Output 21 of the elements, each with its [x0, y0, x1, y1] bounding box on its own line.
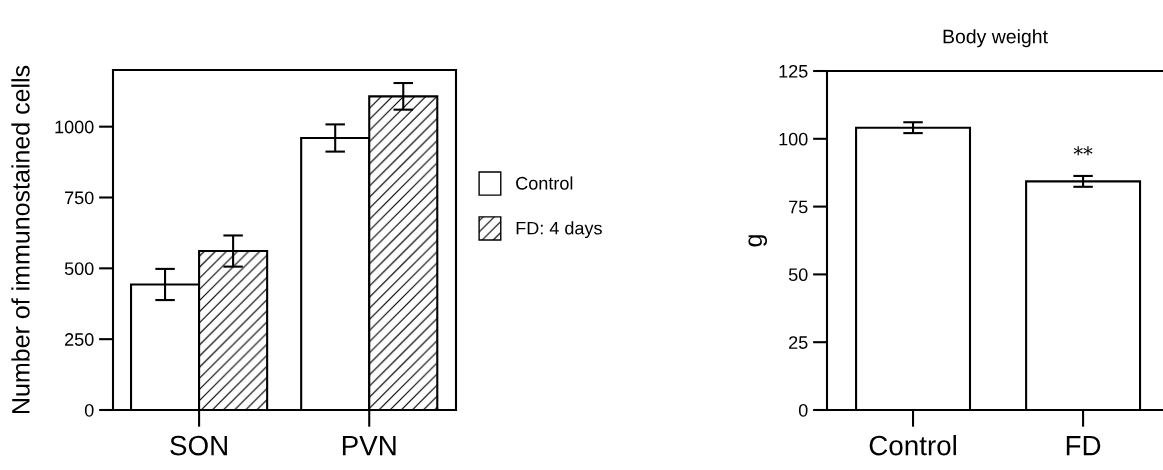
y-tick-label: 125 — [779, 64, 808, 78]
y-tick-label: 0 — [798, 403, 808, 417]
chart-title: Body weight — [943, 29, 1048, 48]
y-tick-label: 75 — [789, 200, 808, 214]
y-tick-label: 250 — [65, 333, 94, 346]
y-axis-title: g — [748, 235, 768, 247]
x-tick-label: FD — [1066, 436, 1101, 456]
y-tick-label: 25 — [789, 336, 808, 349]
legend-label: FD: 4 days — [516, 221, 602, 239]
y-tick-label: 0 — [84, 403, 94, 417]
x-tick-label: PVN — [342, 436, 396, 456]
y-tick-label: 750 — [65, 191, 94, 205]
y-tick-label: 50 — [788, 268, 808, 282]
x-tick-label: Control — [869, 435, 956, 456]
legend-label: Control — [516, 176, 573, 190]
y-tick-label: 500 — [64, 262, 94, 276]
y-tick-label: 100 — [779, 132, 808, 146]
y-axis-title: Number of immunostained cells — [11, 65, 30, 414]
x-tick-label: SON — [170, 435, 227, 456]
y-tick-label: 1000 — [55, 120, 94, 134]
annotation: ** — [1073, 146, 1093, 156]
